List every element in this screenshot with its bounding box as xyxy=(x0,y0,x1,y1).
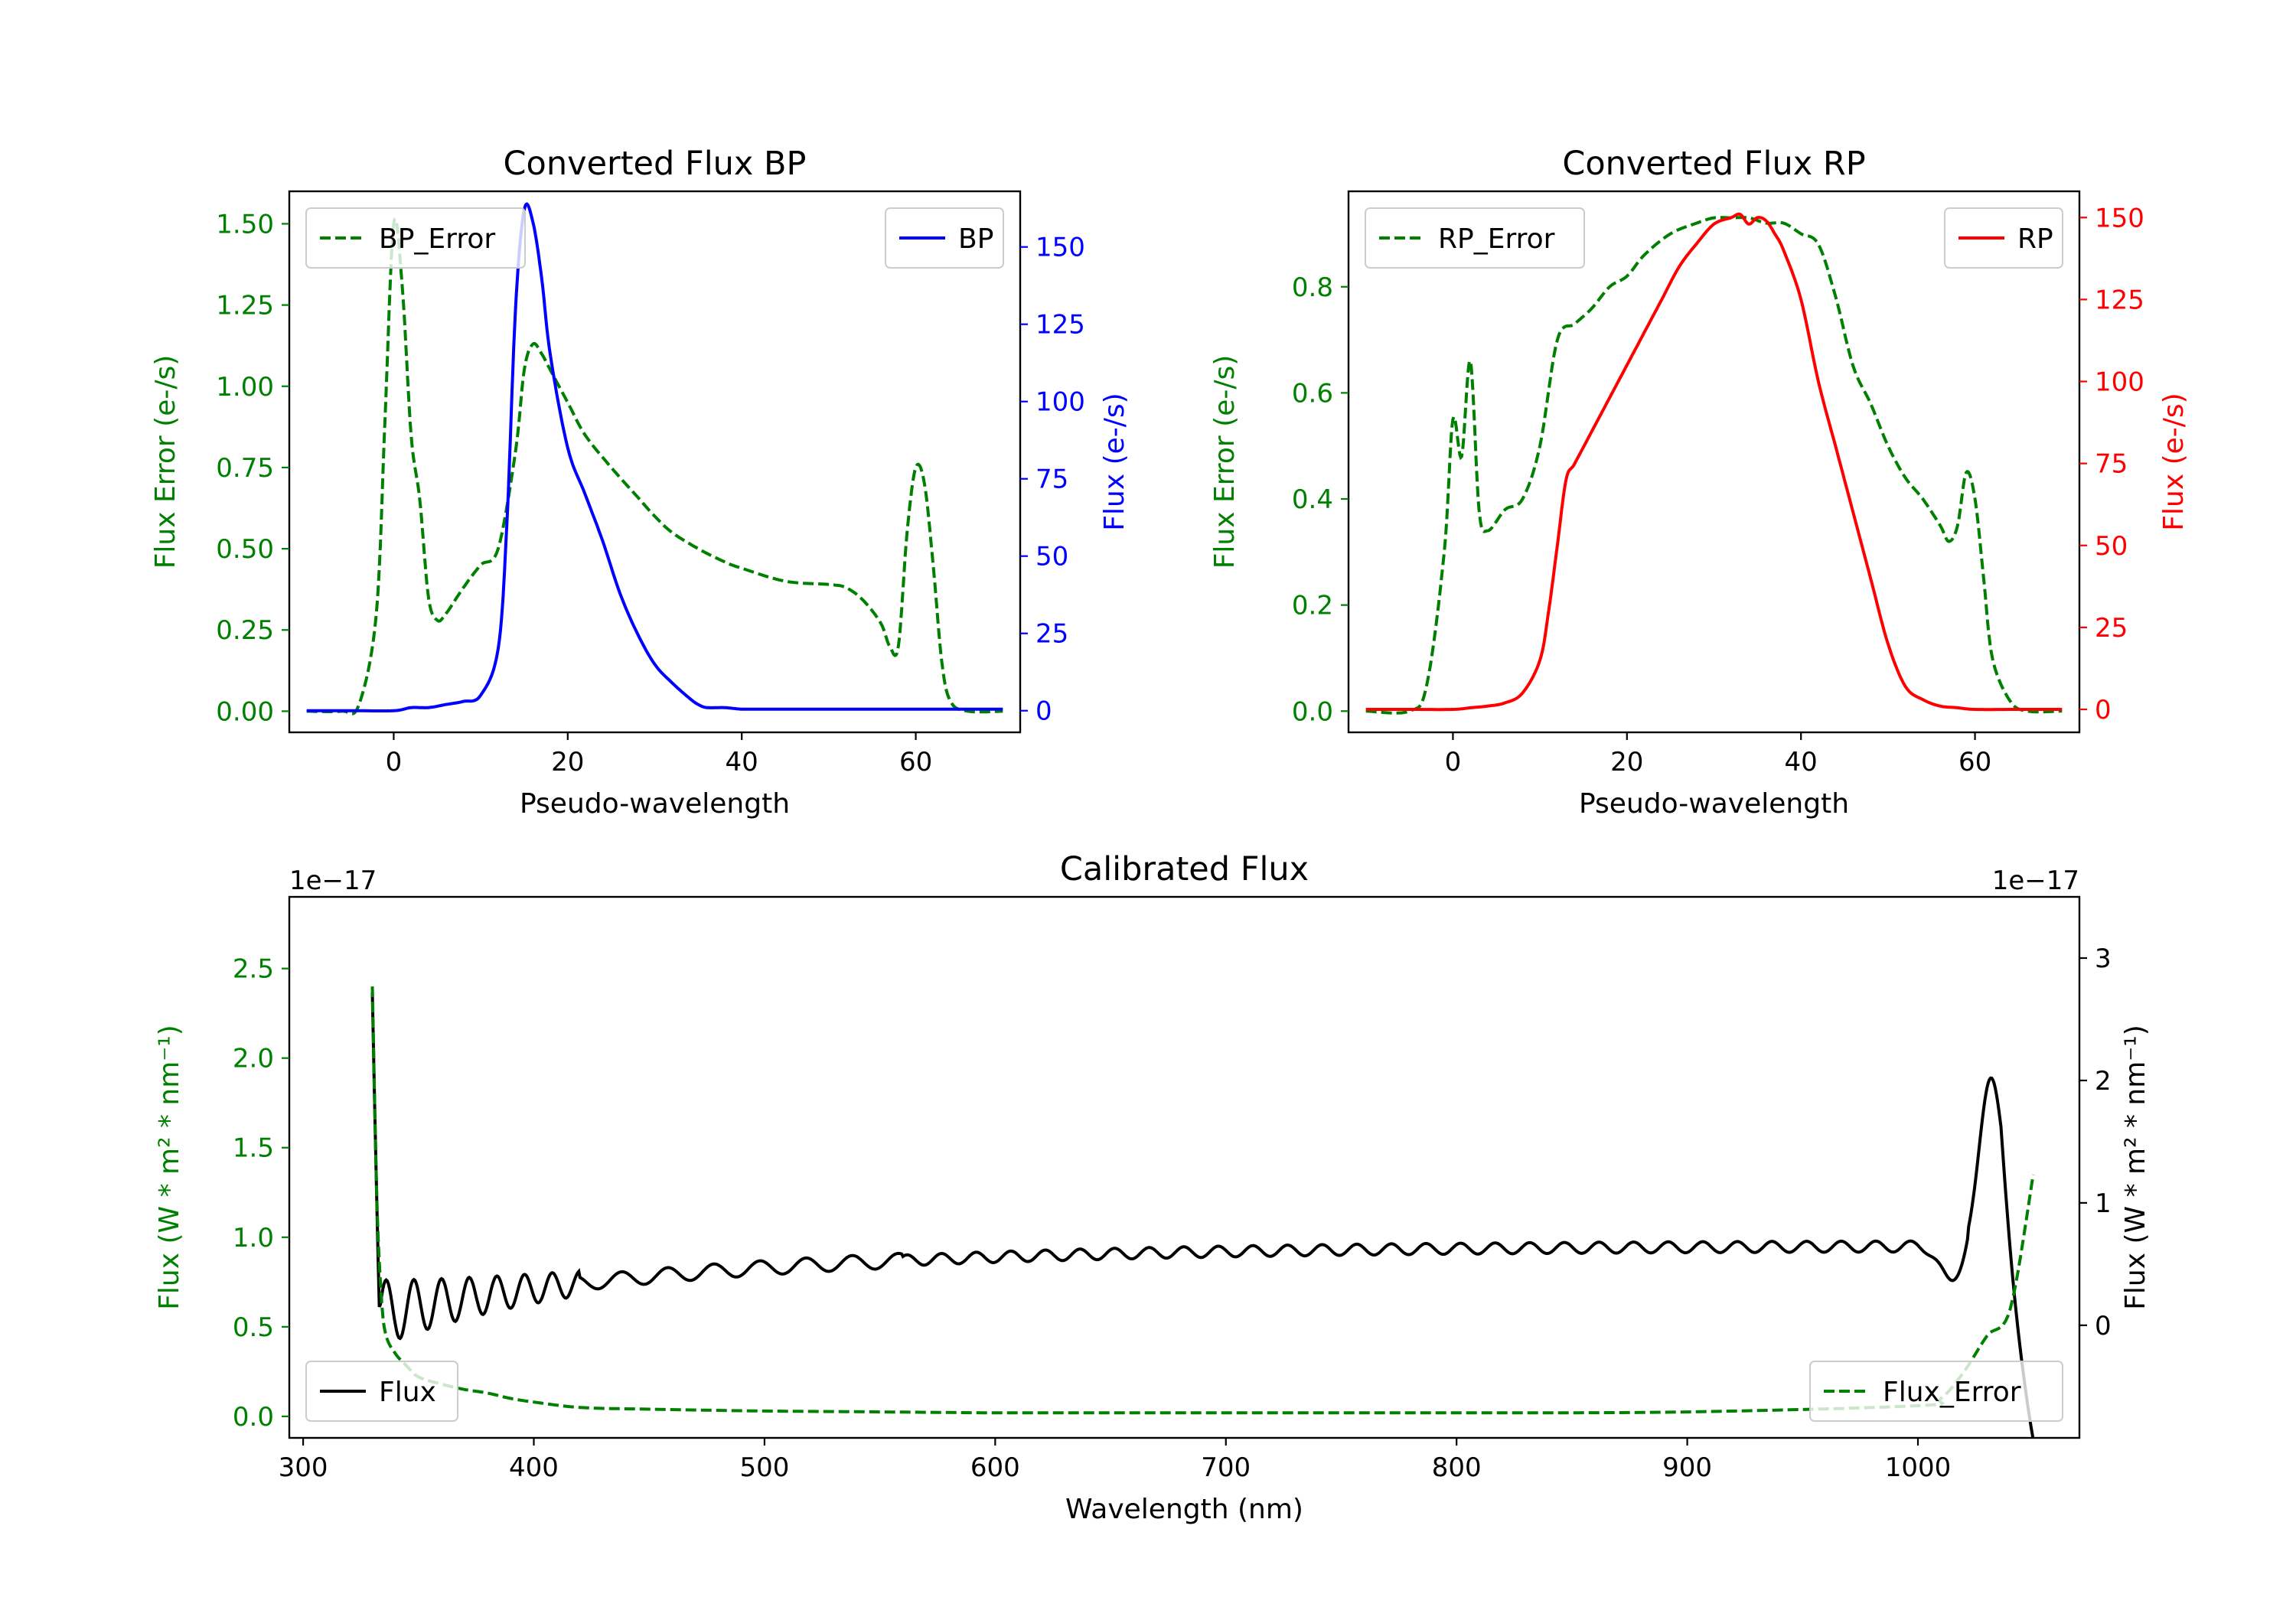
right-y-tick-label: 100 xyxy=(1035,387,1085,418)
x-tick-label: 40 xyxy=(1785,747,1818,777)
right-y-tick-label: 2 xyxy=(2095,1066,2112,1097)
calibrated-flux-title: Calibrated Flux xyxy=(1060,850,1309,888)
legend-bp: BP xyxy=(885,207,1004,269)
series-line-bp-error xyxy=(306,216,1003,715)
converted-flux-rp-chart: Converted Flux RP 0 20 40 60 Pseudo-wavelengt… xyxy=(1209,145,2190,820)
left-y-tick-label: 2.5 xyxy=(233,954,274,985)
x-tick-label: 60 xyxy=(1958,747,1991,777)
left-y-tick-label: 0.0 xyxy=(1292,696,1333,727)
x-tick-label: 600 xyxy=(970,1452,1020,1483)
calibrated-flux-left-offset-label: 1e−17 xyxy=(289,865,377,896)
right-y-tick-label: 3 xyxy=(2095,944,2112,974)
calibrated-flux-right-offset-label: 1e−17 xyxy=(1992,865,2079,896)
converted-flux-bp-chart: Converted Flux BP 0 20 40 60 Pseudo-wavelengt… xyxy=(150,145,1130,820)
left-y-tick-label: 0.00 xyxy=(216,696,274,727)
legend-label: BP_Error xyxy=(379,223,495,255)
right-y-tick-label: 0 xyxy=(2095,1311,2112,1341)
right-y-tick-label: 25 xyxy=(1035,619,1068,650)
x-tick-label: 500 xyxy=(739,1452,789,1483)
left-y-tick-label: 1.0 xyxy=(233,1223,274,1253)
converted-flux-bp-left-y-axis-label: Flux Error (e-/s) xyxy=(150,355,181,569)
right-y-tick-label: 25 xyxy=(2095,613,2128,644)
left-y-tick-label: 1.25 xyxy=(216,291,274,321)
right-y-tick-label: 75 xyxy=(2095,449,2128,480)
converted-flux-bp-right-y-axis-label: Flux (e-/s) xyxy=(1099,393,1130,530)
right-y-tick-label: 150 xyxy=(2095,203,2144,233)
converted-flux-bp-x-axis-label: Pseudo-wavelength xyxy=(520,788,790,820)
left-y-tick-label: 2.0 xyxy=(233,1044,274,1074)
left-y-tick-label: 0.4 xyxy=(1292,484,1333,515)
right-y-tick-label: 75 xyxy=(1035,464,1068,495)
left-y-tick-label: 0.6 xyxy=(1292,378,1333,409)
left-y-tick-label: 1.5 xyxy=(233,1133,274,1164)
left-y-tick-label: 0.75 xyxy=(216,453,274,484)
calibrated-flux-chart: Calibrated Flux 300 400 500 600 700 800 900 1000… xyxy=(154,850,2151,1525)
converted-flux-rp-x-axis-label: Pseudo-wavelength xyxy=(1579,788,1849,820)
series-line-bp xyxy=(306,202,1003,712)
series-line-flux-error xyxy=(370,986,2035,1415)
left-y-tick-label: 0.50 xyxy=(216,534,274,565)
legend-label: RP_Error xyxy=(1438,223,1555,255)
x-tick-label: 0 xyxy=(1445,747,1462,777)
x-tick-label: 20 xyxy=(1610,747,1643,777)
x-tick-label: 800 xyxy=(1432,1452,1482,1483)
legend-label: BP xyxy=(958,223,993,255)
converted-flux-rp-title: Converted Flux RP xyxy=(1562,145,1865,183)
right-y-tick-label: 50 xyxy=(1035,542,1068,572)
series-line-flux xyxy=(370,992,2035,1438)
converted-flux-bp-title: Converted Flux BP xyxy=(504,145,807,183)
right-y-tick-label: 50 xyxy=(2095,531,2128,562)
legend-rp-error: RP_Error xyxy=(1365,207,1585,269)
x-tick-label: 40 xyxy=(726,747,758,777)
left-y-tick-label: 0.25 xyxy=(216,615,274,646)
right-y-tick-label: 0 xyxy=(2095,695,2112,725)
legend-flux-error: Flux_Error xyxy=(1809,1361,2063,1422)
left-y-tick-label: 0.2 xyxy=(1292,591,1333,621)
x-tick-label: 300 xyxy=(279,1452,328,1483)
x-tick-label: 20 xyxy=(551,747,584,777)
legend-flux: Flux xyxy=(305,1361,458,1422)
x-tick-label: 700 xyxy=(1201,1452,1251,1483)
x-tick-label: 900 xyxy=(1662,1452,1712,1483)
legend-label: Flux_Error xyxy=(1883,1377,2021,1408)
series-line-rp xyxy=(1365,212,2063,712)
right-y-tick-label: 125 xyxy=(2095,285,2144,315)
calibrated-flux-x-axis-label: Wavelength (nm) xyxy=(1065,1494,1303,1525)
series-line-rp-error xyxy=(1365,216,2063,715)
converted-flux-rp-axes-frame xyxy=(1347,190,2081,734)
calibrated-flux-axes-frame xyxy=(288,895,2081,1439)
converted-flux-rp-left-y-axis-label: Flux Error (e-/s) xyxy=(1209,355,1241,569)
converted-flux-bp-axes-frame xyxy=(288,190,1022,734)
left-y-tick-label: 1.50 xyxy=(216,209,274,240)
left-y-tick-label: 1.00 xyxy=(216,372,274,403)
x-tick-label: 0 xyxy=(386,747,403,777)
legend-rp: RP xyxy=(1944,207,2063,269)
right-y-tick-label: 0 xyxy=(1035,696,1052,727)
right-y-tick-label: 150 xyxy=(1035,233,1085,263)
right-y-tick-label: 100 xyxy=(2095,367,2144,398)
left-y-tick-label: 0.5 xyxy=(233,1312,274,1343)
converted-flux-rp-right-y-axis-label: Flux (e-/s) xyxy=(2158,393,2190,530)
x-tick-label: 60 xyxy=(899,747,932,777)
right-y-tick-label: 125 xyxy=(1035,310,1085,341)
x-tick-label: 1000 xyxy=(1885,1452,1952,1483)
legend-label: Flux xyxy=(379,1377,436,1408)
calibrated-flux-left-y-axis-label: Flux (W * m² * nm⁻¹) xyxy=(154,1025,185,1310)
right-y-tick-label: 1 xyxy=(2095,1188,2112,1219)
x-tick-label: 400 xyxy=(509,1452,559,1483)
legend-label: RP xyxy=(2017,223,2053,255)
left-y-tick-label: 0.0 xyxy=(233,1402,274,1433)
calibrated-flux-right-y-axis-label: Flux (W * m² * nm⁻¹) xyxy=(2120,1025,2151,1310)
legend-bp-error: BP_Error xyxy=(305,207,526,269)
left-y-tick-label: 0.8 xyxy=(1292,272,1333,303)
